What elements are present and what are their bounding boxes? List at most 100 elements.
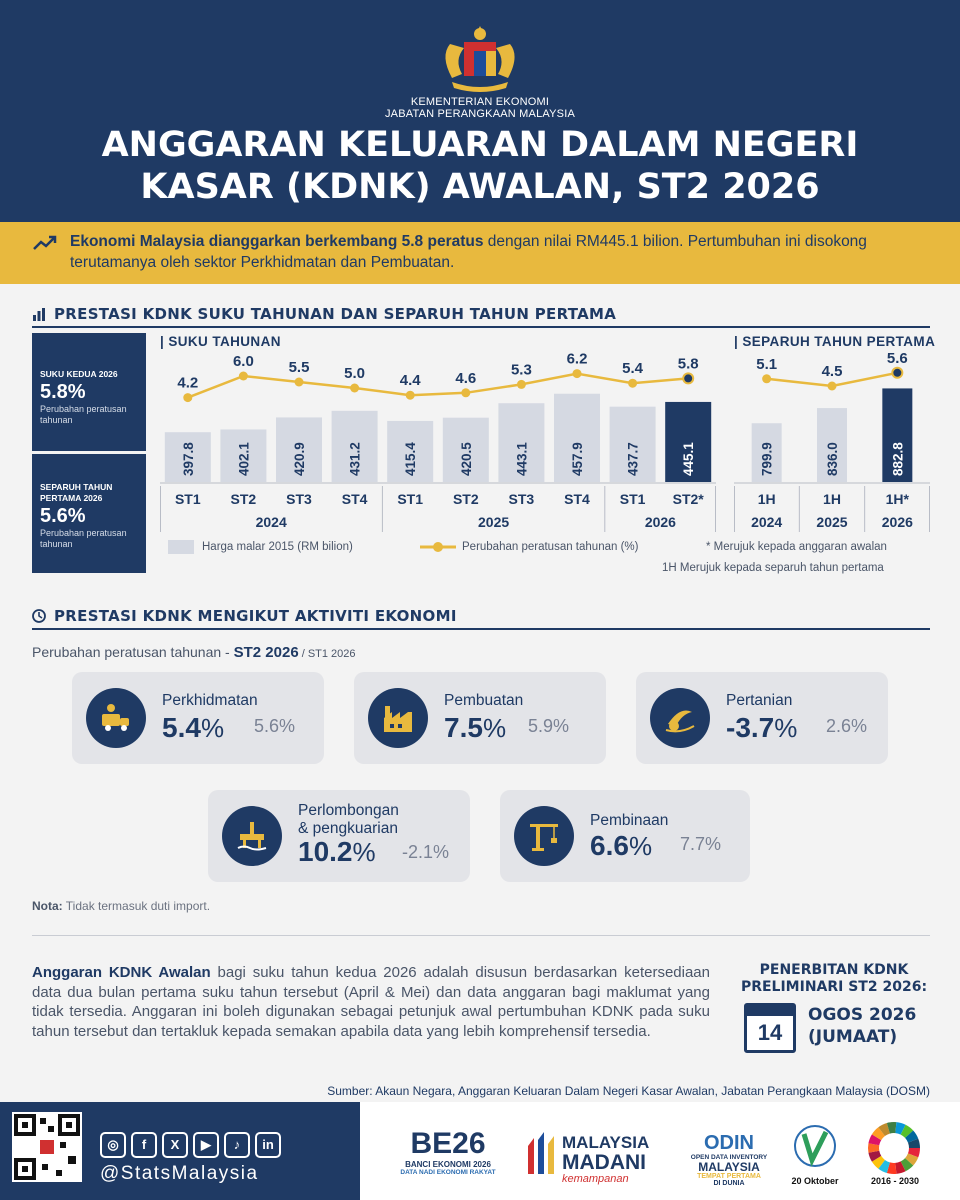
growth-value-label: 4.4 — [400, 372, 422, 389]
growth-value-label: 5.8 — [678, 355, 699, 372]
growth-value-label: 5.1 — [756, 356, 777, 373]
category-tick-label: ST4 — [564, 491, 590, 507]
growth-point — [628, 378, 638, 388]
tiktok-icon[interactable]: ♪ — [224, 1132, 250, 1158]
logo5-years: 2016 - 2030 — [870, 1176, 920, 1186]
growth-value-label: 5.6 — [887, 350, 908, 367]
malaysia-madani-logo: MALAYSIA MADANI kemampanan — [562, 1134, 668, 1186]
logo4-date: 20 Oktober — [791, 1176, 839, 1186]
nota-text: Tidak termasuk duti import. — [62, 899, 211, 913]
sdg-segment — [895, 1161, 906, 1174]
odin-logo: ODIN OPEN DATA INVENTORY MALAYSIA TEMPAT… — [684, 1132, 774, 1187]
sector-prev-value: 5.6% — [254, 716, 296, 736]
quarterly-gdp-chart: 397.8 402.1 420.9 431.2 415.4 420.5 443.1 457.9… — [160, 351, 716, 532]
sidebox-quarter-label: SUKU KEDUA 2026 — [40, 369, 118, 379]
bar-value-label: 397.8 — [181, 442, 196, 476]
group-label: 2026 — [645, 514, 676, 530]
growth-value-label: 5.5 — [289, 359, 310, 376]
bar-value-label: 402.1 — [236, 442, 251, 476]
growth-value-label: 6.2 — [567, 351, 588, 368]
sector-value-number: 6.6 — [590, 830, 629, 861]
group-label: 2025 — [478, 514, 509, 530]
sdg-segment — [868, 1143, 880, 1153]
bar-value-label: 420.9 — [292, 442, 307, 476]
instagram-icon[interactable]: ◎ — [100, 1132, 126, 1158]
sector-card-manufacturing: Pembuatan 7.5% 5.9% — [354, 672, 606, 764]
sector-value: 7.5% — [444, 712, 506, 744]
bar-value-label: 420.5 — [459, 442, 474, 476]
growth-point — [762, 374, 772, 384]
sidebox-half-value: 5.6% — [40, 505, 86, 527]
category-tick-label: 1H — [823, 491, 841, 507]
note-star: * Merujuk kepada anggaran awalan — [706, 541, 887, 553]
category-tick-label: ST3 — [286, 491, 312, 507]
clock-icon — [32, 609, 46, 623]
logo2-line2: MADANI — [562, 1151, 646, 1174]
category-tick-label: ST1 — [620, 491, 646, 507]
bar — [164, 432, 211, 482]
explain-text: bagi suku tahun kedua 2026 adalah disusu… — [32, 964, 710, 1040]
malaysia-madani-emblem-icon — [528, 1132, 554, 1174]
sector-value-number: 10.2 — [298, 836, 353, 867]
calendar-day: 14 — [757, 1020, 783, 1045]
bar — [498, 403, 545, 482]
sdg-segment — [868, 1134, 882, 1146]
publication-title-line1: PENERBITAN KDNK — [759, 962, 909, 978]
bar — [387, 420, 434, 482]
page-title: ANGGARAN KELUARAN DALAM NEGERI KASAR (KD… — [0, 124, 960, 208]
growth-point — [827, 381, 837, 391]
headline-rest: dengan nilai RM445.1 bilion. Pertumbuhan… — [70, 233, 867, 271]
sector-card-mining: Perlombongan & pengkuarian 10.2% -2.1% — [208, 790, 470, 882]
sector-name-line1: Perlombongan — [298, 802, 399, 819]
category-tick-label: ST1 — [175, 491, 201, 507]
factory-icon — [384, 706, 412, 732]
section1-rule — [32, 326, 930, 328]
growth-value-label: 5.0 — [344, 365, 365, 382]
growth-point — [682, 372, 695, 385]
sdg-segment — [907, 1148, 920, 1158]
factory-icon-badge — [368, 688, 428, 748]
sdg-segment — [886, 1162, 897, 1174]
sector-value: 6.6% — [590, 830, 652, 862]
sector-name: Perkhidmatan — [162, 692, 258, 709]
bar — [554, 393, 600, 482]
linkedin-icon[interactable]: in — [255, 1132, 281, 1158]
publication-title: PENERBITAN KDNK PRELIMINARI ST2 2026: — [738, 962, 930, 996]
growth-point — [238, 371, 248, 381]
group-label: 2024 — [256, 514, 287, 530]
bar — [751, 423, 782, 482]
growth-point — [294, 377, 304, 387]
sector-value: 5.4% — [162, 712, 224, 744]
category-tick-label: ST2 — [453, 491, 479, 507]
youtube-icon[interactable]: ▶ — [193, 1132, 219, 1158]
growth-point — [572, 369, 582, 379]
x-icon[interactable]: X — [162, 1132, 188, 1158]
oil-rig-icon-badge — [222, 806, 282, 866]
logo1-main: BE26 — [410, 1127, 486, 1160]
category-tick-label: 1H — [758, 491, 776, 507]
sdg-segment — [871, 1155, 885, 1169]
sector-value-number: -3.7 — [726, 712, 775, 743]
bar — [665, 401, 712, 482]
bar — [882, 388, 913, 482]
ministry-line1: KEMENTERIAN EKONOMI — [410, 96, 550, 108]
half-chart-label: | SEPARUH TAHUN PERTAMA — [734, 334, 936, 349]
category-tick-label: ST3 — [509, 491, 535, 507]
sector-card-construction: Pembinaan 6.6% 7.7% — [500, 790, 750, 882]
bar — [817, 408, 847, 482]
sector-name: Pertanian — [726, 692, 793, 709]
sector-prev-value: 5.9% — [528, 716, 570, 736]
sdg-segment — [905, 1130, 919, 1143]
facebook-icon[interactable]: f — [131, 1132, 157, 1158]
qr-code-icon[interactable] — [12, 1112, 82, 1182]
sidebox-quarter: SUKU KEDUA 2026 5.8% Perubahan peratusan… — [32, 333, 146, 451]
sector-pct-sign: % — [774, 713, 798, 743]
note-1h: 1H Merujuk kepada separuh tahun pertama — [662, 562, 884, 574]
sector-pct-sign: % — [628, 831, 653, 861]
social-handle[interactable]: @StatsMalaysia — [100, 1163, 259, 1184]
publication-date: OGOS 2026 (JUMAAT) — [808, 1004, 916, 1048]
nota: Nota: Tidak termasuk duti import. — [32, 899, 210, 913]
subtitle-prefix: Perubahan peratusan tahunan - — [32, 644, 234, 660]
palm-oil-icon-badge — [650, 688, 710, 748]
sector-pct-sign: % — [482, 713, 507, 743]
